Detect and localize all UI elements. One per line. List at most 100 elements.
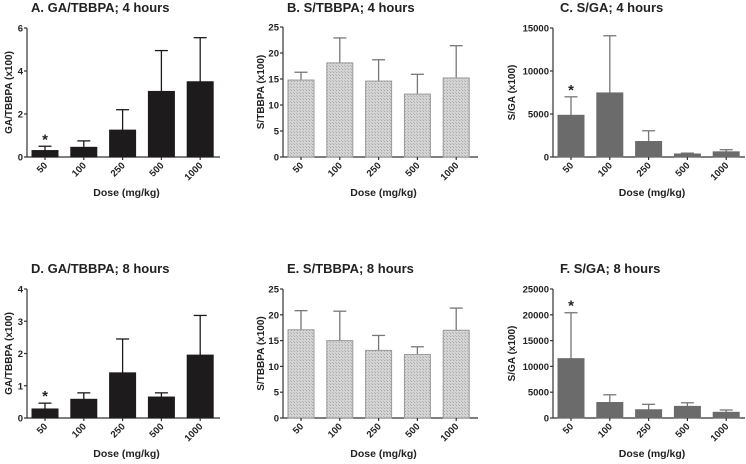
chart-panel-a: A. GA/TBBPA; 4 hours 0 2 4 6 GA/TBBPA (x100) 5…: [4, 0, 220, 199]
significance-star: *: [42, 388, 48, 405]
chart-panel-f: F. S/GA; 8 hours 0 5000 10000 15000 20000 2500…: [507, 261, 745, 460]
y-tick-label: 5: [274, 127, 280, 138]
x-tick-label: 500: [404, 421, 423, 440]
bar-250: [635, 141, 663, 158]
x-tick-label: 1000: [709, 160, 732, 183]
y-tick-label: 15: [268, 336, 279, 347]
x-tick-label: 500: [148, 160, 167, 179]
y-tick-label: 25: [268, 285, 279, 296]
chart-title: C. S/GA; 4 hours: [560, 0, 663, 15]
x-tick-label: 1000: [183, 160, 206, 183]
y-tick-label: 0: [18, 414, 23, 425]
y-tick-label: 0: [274, 414, 279, 425]
y-tick-label: 0: [544, 153, 549, 164]
x-tick-label: 500: [148, 421, 167, 440]
chart-title: E. S/TBBPA; 8 hours: [287, 261, 414, 276]
bar-500: [403, 93, 431, 158]
bar-100: [70, 146, 98, 158]
y-tick-label: 15000: [523, 24, 549, 35]
x-tick-label: 1000: [183, 421, 206, 444]
x-tick-label: 250: [635, 421, 654, 440]
chart-panel-d: D. GA/TBBPA; 8 hours 0 1 2 3 4 GA/TBBPA (x100)…: [4, 261, 220, 460]
y-tick-label: 0: [18, 153, 23, 164]
chart-panel-e: E. S/TBBPA; 8 hours 0 5 10 15 20 25 S/TBBPA (x1…: [256, 261, 478, 460]
x-tick-label: 250: [109, 421, 128, 440]
y-axis-label: S/TBBPA (x100): [256, 316, 267, 390]
x-tick-label: 250: [365, 160, 384, 179]
bar-50: [287, 329, 315, 419]
x-tick-label: 100: [70, 421, 89, 440]
y-tick-label: 0: [274, 153, 279, 164]
y-tick-label: 0: [544, 414, 549, 425]
x-tick-label: 500: [404, 160, 423, 179]
significance-star: *: [568, 298, 574, 315]
y-tick-label: 15000: [523, 336, 549, 347]
x-axis-label: Dose (mg/kg): [350, 187, 417, 199]
y-tick-label: 2: [18, 110, 23, 121]
y-tick-label: 1: [18, 381, 24, 392]
bar-500: [403, 354, 431, 419]
x-tick-label: 50: [291, 421, 306, 436]
x-axis-label: Dose (mg/kg): [619, 187, 686, 199]
x-tick-label: 50: [35, 421, 50, 436]
y-tick-label: 6: [18, 24, 23, 35]
bar-100: [596, 92, 624, 158]
y-axis-label: GA/TBBPA (x100): [4, 51, 15, 134]
x-tick-label: 500: [674, 160, 693, 179]
x-tick-label: 50: [561, 160, 576, 175]
bar-500: [147, 90, 175, 158]
bar-250: [365, 80, 393, 158]
y-tick-label: 5000: [528, 110, 549, 121]
y-axis-label: S/TBBPA (x100): [256, 55, 267, 129]
y-tick-label: 10000: [523, 67, 549, 78]
y-tick-label: 20: [268, 310, 279, 321]
y-tick-label: 5: [274, 388, 280, 399]
bar-100: [596, 402, 624, 419]
y-tick-label: 20: [268, 49, 279, 60]
bar-1000: [186, 81, 214, 158]
y-axis-label: S/GA (x100): [507, 326, 518, 382]
y-tick-label: 15: [268, 75, 279, 86]
bar-50: [557, 114, 585, 158]
bar-500: [673, 153, 701, 158]
bar-50: [557, 358, 585, 419]
x-tick-label: 100: [596, 160, 615, 179]
y-tick-label: 5000: [528, 388, 549, 399]
bar-50: [31, 408, 59, 419]
bar-1000: [712, 411, 740, 419]
x-axis-label: Dose (mg/kg): [93, 448, 160, 460]
x-tick-label: 1000: [709, 421, 732, 444]
x-axis-label: Dose (mg/kg): [93, 187, 160, 199]
y-tick-label: 25: [268, 23, 279, 34]
bar-250: [109, 372, 137, 419]
bar-1000: [442, 77, 470, 158]
chart-title: F. S/GA; 8 hours: [560, 261, 660, 276]
chart-title: D. GA/TBBPA; 8 hours: [31, 261, 169, 276]
bar-250: [635, 409, 663, 419]
x-axis-label: Dose (mg/kg): [350, 448, 417, 460]
bar-1000: [442, 329, 470, 419]
x-tick-label: 1000: [439, 160, 462, 183]
y-tick-label: 10: [268, 362, 279, 373]
y-tick-label: 2: [18, 349, 23, 360]
bar-100: [70, 398, 98, 419]
bar-500: [147, 396, 175, 419]
x-tick-label: 250: [365, 421, 384, 440]
significance-star: *: [568, 82, 574, 99]
x-tick-label: 250: [635, 160, 654, 179]
bar-1000: [186, 354, 214, 419]
bar-100: [326, 340, 354, 419]
x-tick-label: 50: [291, 160, 306, 175]
x-tick-label: 100: [596, 421, 615, 440]
y-tick-label: 3: [18, 317, 23, 328]
y-tick-label: 4: [18, 67, 24, 78]
bar-50: [287, 79, 315, 158]
significance-star: *: [42, 131, 48, 148]
x-tick-label: 50: [561, 421, 576, 436]
y-tick-label: 20000: [523, 310, 549, 321]
x-axis-label: Dose (mg/kg): [619, 448, 686, 460]
x-tick-label: 100: [326, 421, 345, 440]
y-axis-label: S/GA (x100): [507, 65, 518, 121]
chart-panel-c: C. S/GA; 4 hours 0 5000 10000 15000 S/GA (x10…: [507, 0, 745, 199]
